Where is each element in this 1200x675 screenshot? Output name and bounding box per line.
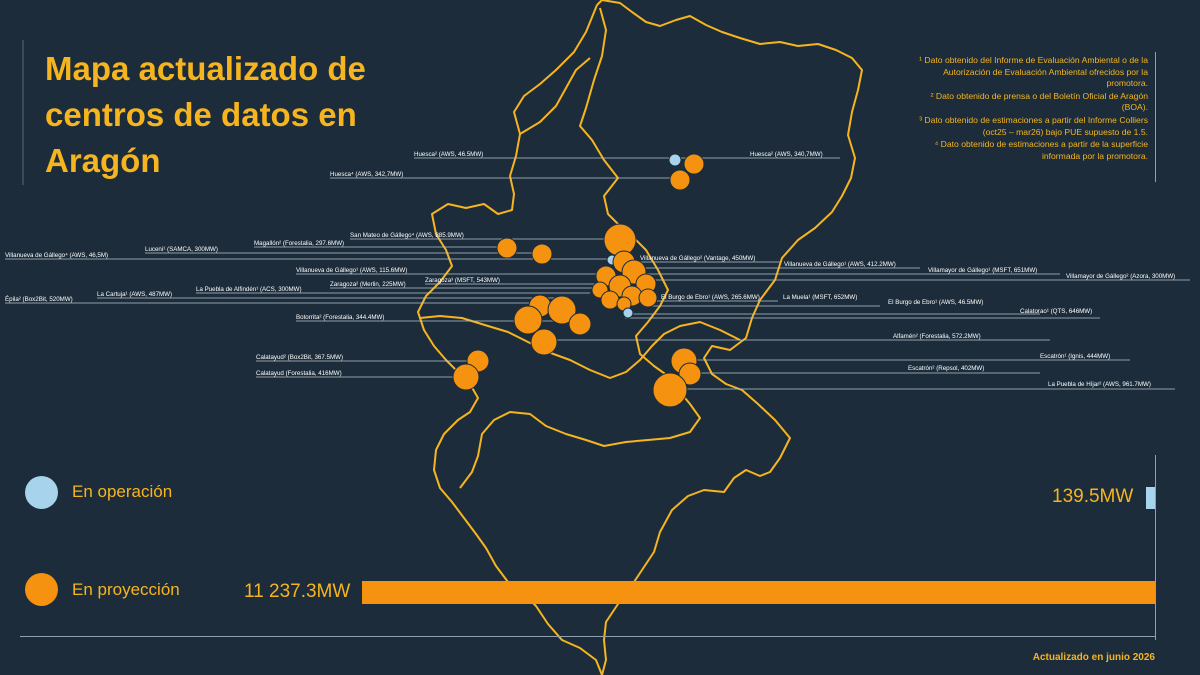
- operation-total: 139.5MW: [1052, 486, 1134, 507]
- province-outline: [596, 0, 863, 675]
- dc-projection-circle: [513, 305, 543, 335]
- site-label: Zaragoza² (Merlin, 225MW): [330, 281, 406, 288]
- legend-projection-dot: [25, 573, 58, 606]
- map-title: Mapa actualizado de centros de datos en …: [45, 50, 366, 179]
- dc-projection-circle: [496, 237, 518, 259]
- province-border: [419, 315, 741, 379]
- dc-projection-circle: [652, 372, 688, 408]
- projection-total: 11 237.3MW: [244, 581, 351, 602]
- site-label: Escatrón² (Repsol, 402MW): [908, 365, 984, 372]
- updated-date: Actualizado en junio 2026: [1032, 652, 1155, 663]
- site-label: Huesca² (AWS, 46.5MW): [414, 151, 483, 158]
- site-label: La Cartuja¹ (AWS, 487MW): [97, 291, 172, 298]
- province-border: [519, 57, 591, 135]
- site-label: Villanueva de Gállego⁴ (AWS, 46,5M): [5, 252, 108, 259]
- site-label: Épila² (Box2Bit, 520MW): [5, 296, 73, 303]
- operation-bar: [1146, 487, 1155, 509]
- site-label: Villanueva de Gállego¹ (AWS, 115.6MW): [296, 267, 407, 274]
- province-border: [459, 7, 701, 489]
- site-label: El Burgo de Ebro¹ (AWS, 265.6MW): [661, 294, 760, 301]
- title-rule: [22, 40, 24, 185]
- site-label: Magallón² (Forestalia, 297.6MW): [254, 240, 344, 247]
- dc-projection-circle: [678, 362, 702, 386]
- bar-axis: [1155, 455, 1156, 640]
- connector-lines: [5, 157, 1190, 390]
- site-label: Villanueva de Gállego¹ (AWS, 412.2MW): [784, 261, 896, 268]
- site-label: La Muela¹ (MSFT, 652MW): [783, 294, 857, 301]
- site-label: Villamayor de Gállego¹ (MSFT, 651MW): [928, 267, 1037, 274]
- projection-bar: [362, 581, 1155, 604]
- base-line: [20, 636, 1155, 637]
- site-label: Calatorao¹ (QTS, 646MW): [1020, 308, 1092, 315]
- site-label: Huesca² (AWS, 340,7MW): [750, 151, 823, 158]
- site-label: Villamayor de Gállego² (Azora, 300MW): [1066, 273, 1175, 280]
- dc-projection-circle: [600, 290, 620, 310]
- dc-operation-circle: [668, 153, 682, 167]
- dc-projection-circle: [568, 312, 592, 336]
- site-label: Calatayud² (Box2Bit, 367.5MW): [256, 354, 343, 361]
- site-label: Villanueva de Gállego² (Vantage, 450MW): [640, 255, 755, 262]
- dc-projection-circle: [638, 288, 658, 308]
- data-centers: [452, 153, 705, 408]
- dc-projection-circle: [452, 363, 480, 391]
- site-label: La Puebla de Híjar² (AWS, 961.7MW): [1048, 381, 1151, 388]
- dc-projection-circle: [531, 243, 553, 265]
- legend-operation-label: En operación: [72, 482, 173, 501]
- notes-rule: [1155, 52, 1156, 182]
- dc-projection-circle: [603, 223, 637, 257]
- dc-projection-circle: [530, 328, 558, 356]
- footnote-4: ⁴ Dato obtenido de estimaciones a partir…: [934, 139, 1148, 161]
- site-label: La Puebla de Alfindén¹ (ACS, 300MW): [196, 286, 302, 293]
- site-label: Calatayud (Forestalia, 416MW): [256, 370, 342, 377]
- dc-projection-circle: [669, 169, 691, 191]
- dc-operation-circle: [622, 307, 634, 319]
- aragon-outline: [417, 0, 863, 675]
- dc-projection-circle: [683, 153, 705, 175]
- footnotes: ¹ Dato obtenido del Informe de Evaluació…: [912, 55, 1148, 163]
- site-label: Escatrón¹ (Ignis, 444MW): [1040, 353, 1110, 360]
- footnote-1: ¹ Dato obtenido del Informe de Evaluació…: [919, 55, 1148, 89]
- site-labels: Huesca² (AWS, 46.5MW) Huesca² (AWS, 340,…: [5, 151, 1175, 388]
- legend-operation-dot: [25, 476, 58, 509]
- site-label: Huesca⁴ (AWS, 342,7MW): [330, 171, 403, 178]
- legend-projection-label: En proyección: [72, 580, 180, 599]
- dc-projection-circle: [547, 295, 577, 325]
- footnote-2: ² Dato obtenido de prensa o del Boletín …: [930, 90, 1148, 113]
- site-label: Alfamén² (Forestalia, 572.2MW): [893, 333, 981, 340]
- site-label: Zaragoza³ (MSFT, 543MW): [425, 277, 500, 284]
- site-label: San Mateo de Gállego⁴ (AWS, 885.9MW): [350, 232, 464, 239]
- site-label: Botorrita² (Forestalia, 344.4MW): [296, 314, 384, 321]
- site-label: Luceni¹ (SAMCA, 300MW): [145, 246, 218, 253]
- province-outline: [417, 4, 603, 675]
- footnote-3: ³ Dato obtenido de estimaciones a partir…: [919, 114, 1148, 137]
- site-label: El Burgo de Ebro¹ (AWS, 46.5MW): [888, 299, 983, 306]
